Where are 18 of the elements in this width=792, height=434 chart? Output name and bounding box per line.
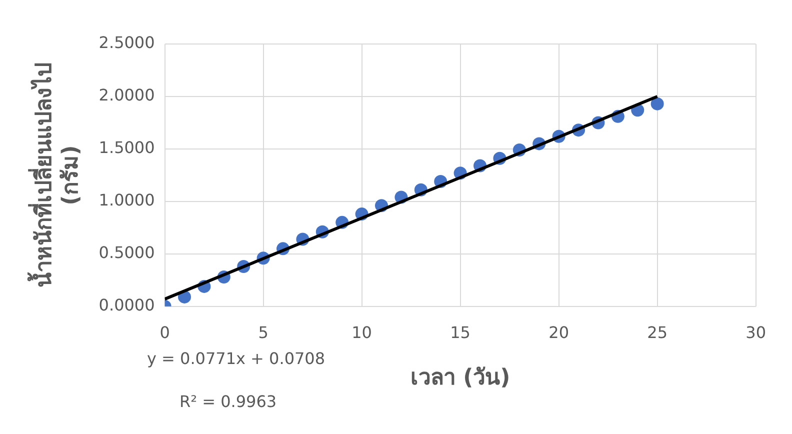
y-tick-label: 0.5000 [98, 243, 155, 262]
x-tick-label: 25 [647, 323, 668, 342]
x-tick-label: 20 [548, 323, 569, 342]
y-tick-label: 2.0000 [98, 86, 155, 105]
x-tick-label: 0 [160, 323, 170, 342]
y-tick-label: 0.0000 [98, 296, 155, 315]
y-tick-label: 2.5000 [98, 33, 155, 52]
y-tick-label: 1.5000 [98, 138, 155, 158]
y-tick-label: 1.0000 [98, 190, 155, 210]
y-axis-title: น้ำหนักที่เปลี่ยนแปลงไป (กรัม) [26, 62, 84, 288]
x-axis-title: เวลา (วัน) [410, 366, 510, 391]
x-tick-label: 5 [258, 323, 268, 342]
text: R² = 0.9963 [179, 392, 277, 411]
text: y = 0.0771x + 0.0708 [146, 349, 326, 368]
x-tick-label: 30 [746, 323, 766, 342]
x-tick-label: 15 [450, 323, 470, 342]
point [650, 97, 664, 110]
x-tick-label: 10 [352, 323, 372, 342]
